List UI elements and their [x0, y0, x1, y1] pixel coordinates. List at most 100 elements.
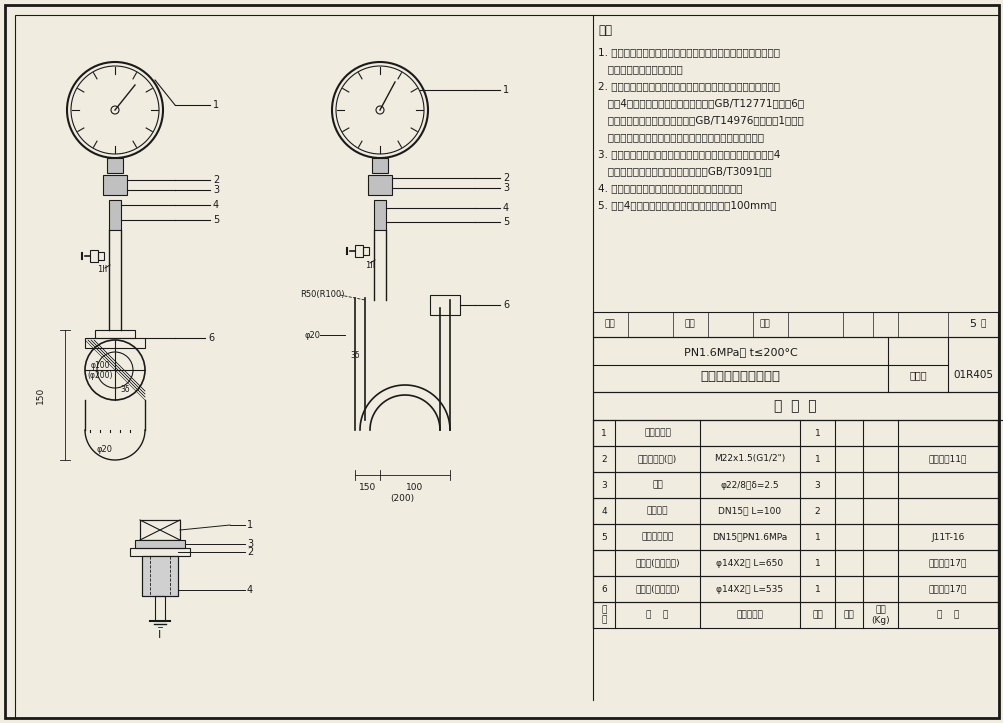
Text: J11T-16: J11T-16 [931, 533, 964, 542]
Bar [593, 498, 997, 524]
Text: 2: 2 [213, 175, 219, 185]
Text: 3: 3 [247, 539, 253, 549]
Text: 4: 4 [247, 585, 253, 595]
Text: R50(R100): R50(R100) [300, 291, 344, 299]
Text: 1: 1 [813, 584, 819, 594]
Text: 注：: 注： [598, 24, 612, 36]
Bar [593, 576, 997, 602]
Text: 5: 5 [503, 217, 509, 227]
Text: 4. 括号内数据用于低压流体输送用镀锌焊接钢管。: 4. 括号内数据用于低压流体输送用镀锌焊接钢管。 [598, 183, 742, 193]
Bar [139, 520, 180, 540]
Text: 冷凝弯(顶部安装): 冷凝弯(顶部安装) [635, 558, 679, 568]
Text: 1. 图中表示根据为焊接安装方式，亦可采用法兰接管安装方式，: 1. 图中表示根据为焊接安装方式，亦可采用法兰接管安装方式， [598, 47, 779, 57]
Bar [141, 556, 178, 596]
Bar [593, 337, 997, 392]
Bar [95, 330, 134, 338]
Text: 弹簧压力表: 弹簧压力表 [643, 429, 670, 437]
Text: 1: 1 [813, 558, 819, 568]
Text: 150: 150 [35, 386, 44, 403]
Text: 1: 1 [813, 455, 819, 463]
Text: 校对: 校对 [684, 320, 695, 328]
Text: 3δ: 3δ [120, 385, 129, 395]
Text: 3δ: 3δ [350, 351, 359, 359]
Text: 3: 3 [601, 481, 606, 489]
Text: 6: 6 [601, 584, 606, 594]
Bar [107, 158, 123, 173]
Text: PN1.6MPa， t≤200°C: PN1.6MPa， t≤200°C [683, 347, 796, 357]
Text: 3: 3 [503, 183, 509, 193]
Bar [98, 252, 104, 260]
Bar [355, 245, 363, 257]
Text: 设计: 设计 [759, 320, 769, 328]
Text: 1: 1 [813, 429, 819, 437]
Text: 选用低压流体输送用镀锌焊接钢管（GB/T3091）。: 选用低压流体输送用镀锌焊接钢管（GB/T3091）。 [598, 166, 771, 176]
Bar [109, 200, 121, 230]
Text: 审核: 审核 [604, 320, 615, 328]
Bar [85, 338, 144, 348]
Text: 压力表接头(一): 压力表接头(一) [637, 455, 676, 463]
Text: 规格、型号: 规格、型号 [736, 610, 762, 620]
Text: 带冷凝管压力表安装图: 带冷凝管压力表安装图 [700, 370, 779, 383]
Text: φ20: φ20 [97, 445, 113, 455]
Text: 1: 1 [213, 100, 219, 110]
Text: 3. 当用于无腐蚀场合时，除垫片外，其余材质可为碳钢，序号4: 3. 当用于无腐蚀场合时，除垫片外，其余材质可为碳钢，序号4 [598, 149, 779, 159]
Bar [374, 200, 385, 230]
Text: 1: 1 [503, 85, 509, 95]
Text: DN15，PN1.6MPa: DN15，PN1.6MPa [712, 533, 786, 542]
Bar [134, 540, 185, 548]
Text: 1II: 1II [365, 260, 375, 270]
Text: 4: 4 [213, 200, 219, 210]
Text: 内螺纹截止阀: 内螺纹截止阀 [641, 533, 673, 542]
Text: 1: 1 [247, 520, 253, 530]
Bar [141, 556, 178, 596]
Text: 冷凝弯(侧面安装): 冷凝弯(侧面安装) [635, 584, 679, 594]
Bar [90, 250, 98, 262]
Bar [129, 548, 190, 556]
Bar [139, 520, 180, 540]
Text: 2. 当用于腐蚀介质场合时，除垫片外，其余部件材质为耐酸钢，: 2. 当用于腐蚀介质场合时，除垫片外，其余部件材质为耐酸钢， [598, 81, 779, 91]
Text: (200): (200) [390, 494, 414, 502]
Text: 3: 3 [813, 481, 819, 489]
Text: 6: 6 [208, 333, 214, 343]
Text: 制造图见17页: 制造图见17页 [928, 558, 966, 568]
Text: 3: 3 [213, 185, 219, 195]
Text: 2: 2 [813, 507, 819, 515]
Text: 1II: 1II [97, 265, 107, 275]
Text: 设计中根据实际情况选择。: 设计中根据实际情况选择。 [598, 64, 682, 74]
Text: φ100: φ100 [90, 361, 109, 369]
Bar [363, 247, 369, 255]
Text: 用流体输送用不锈钢无缝钢管（GB/T14976），序号1选用膜: 用流体输送用不锈钢无缝钢管（GB/T14976），序号1选用膜 [598, 115, 803, 125]
Bar [593, 420, 997, 446]
Text: 序
号: 序 号 [601, 605, 606, 625]
Text: 单重: 单重 [843, 610, 854, 620]
Bar [593, 446, 997, 472]
Bar [372, 158, 387, 173]
Text: 2: 2 [503, 173, 509, 183]
Bar [593, 524, 997, 550]
Text: 序号4选用流体输送用不锈钢焊接钢管GB/T12771，序号6选: 序号4选用流体输送用不锈钢焊接钢管GB/T12771，序号6选 [598, 98, 803, 108]
Text: 5: 5 [969, 319, 976, 329]
Text: 5: 5 [601, 533, 606, 542]
Text: 1: 1 [601, 429, 606, 437]
Text: 150: 150 [358, 484, 376, 492]
Text: 制造图见17页: 制造图见17页 [928, 584, 966, 594]
Bar [593, 602, 997, 628]
Text: φ20: φ20 [305, 330, 321, 340]
Bar [593, 472, 997, 498]
Text: 4: 4 [503, 203, 509, 213]
Text: 01R405: 01R405 [952, 370, 992, 380]
Text: 图集号: 图集号 [909, 370, 926, 380]
Bar [368, 175, 391, 195]
Text: I: I [158, 630, 161, 640]
Bar [593, 312, 997, 337]
Text: DN15， L=100: DN15， L=100 [718, 507, 780, 515]
Text: 数量: 数量 [811, 610, 822, 620]
Text: 1: 1 [813, 533, 819, 542]
Text: 2: 2 [601, 455, 606, 463]
Bar [154, 596, 164, 621]
Text: 制造图见11页: 制造图见11页 [928, 455, 966, 463]
Text: 4: 4 [601, 507, 606, 515]
Text: 100: 100 [406, 484, 423, 492]
Text: (φ200): (φ200) [87, 370, 112, 380]
Text: 明  细  表: 明 细 表 [773, 399, 816, 413]
